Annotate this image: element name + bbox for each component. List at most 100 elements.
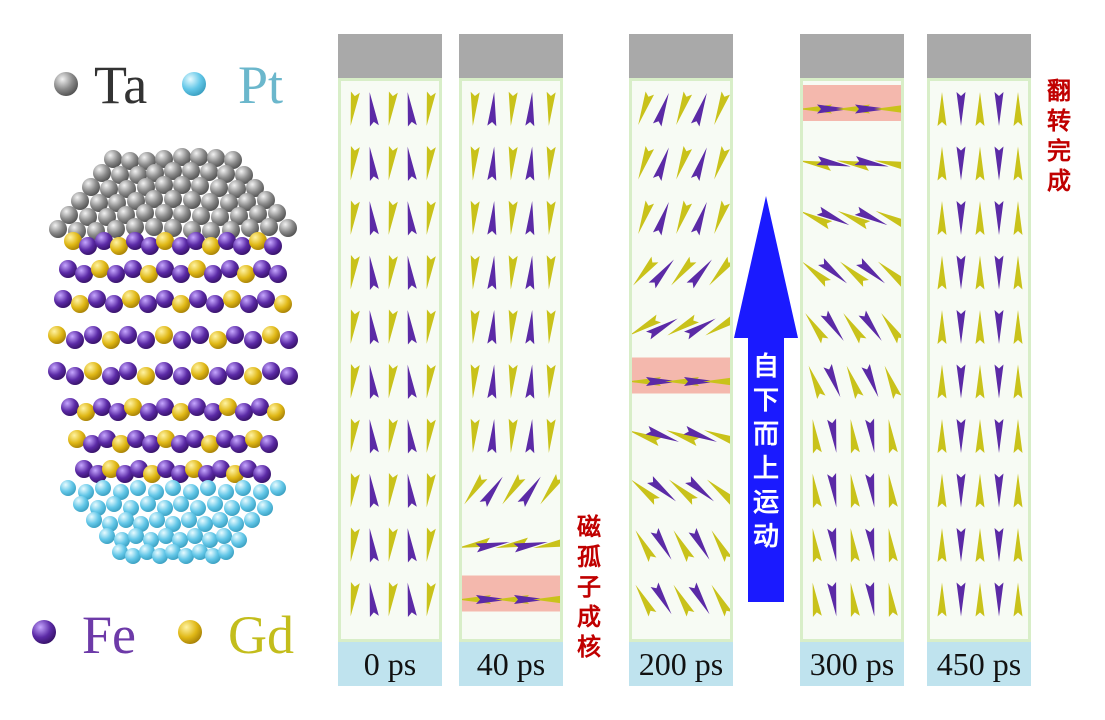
fe-spin-arrow — [994, 364, 1004, 399]
fe-atom — [260, 435, 278, 453]
gd-spin-arrow — [502, 473, 526, 505]
time-label: 200 ps — [629, 642, 733, 686]
fe-spin-arrow — [652, 147, 669, 182]
gd-spin-arrow — [705, 314, 737, 336]
fe-spin-arrow — [407, 364, 417, 399]
fe-spin-arrow — [684, 377, 718, 386]
fe-atom — [92, 398, 111, 416]
gd-atom — [262, 326, 281, 344]
gd-atom — [68, 430, 86, 448]
gd-spin-arrow — [676, 200, 693, 234]
ta-atom — [121, 151, 140, 170]
fe-spin-arrow — [865, 527, 875, 562]
gd-atom — [248, 232, 267, 250]
fe-atom — [187, 232, 206, 250]
fe-spin-arrow — [816, 206, 850, 226]
fe-atom — [156, 398, 175, 416]
gd-atom — [48, 326, 66, 344]
ta-atom — [209, 179, 228, 198]
fe-spin-arrow — [369, 92, 379, 127]
gd-atom — [244, 367, 263, 385]
gd-spin-arrow — [546, 146, 556, 181]
fe-atom — [206, 295, 225, 313]
fe-spin-arrow — [646, 377, 680, 386]
fe-atom — [198, 465, 217, 483]
gd-spin-arrow — [533, 595, 567, 604]
fe-spin-arrow — [827, 527, 837, 562]
fe-spin-arrow — [525, 255, 535, 290]
gd-spin-arrow — [975, 255, 985, 290]
fe-spin-arrow — [956, 201, 966, 235]
gd-spin-arrow — [1013, 364, 1023, 399]
fe-atom — [108, 403, 127, 421]
fe-spin-arrow — [690, 93, 707, 127]
ta-atom — [49, 220, 67, 238]
gd-spin-arrow — [888, 528, 898, 563]
gd-spin-arrow — [671, 256, 697, 286]
fe-atom — [107, 265, 126, 283]
fe-atom — [170, 465, 189, 483]
pt-atom — [149, 512, 166, 528]
gd-spin-arrow — [975, 92, 985, 126]
gd-spin-arrow — [426, 255, 436, 290]
pt-atom — [112, 544, 128, 560]
ta-atom — [173, 176, 192, 195]
gd-spin-arrow — [508, 200, 518, 235]
fe-spin-arrow — [487, 364, 497, 399]
gd-spin-arrow — [638, 91, 655, 125]
fe-atom — [123, 260, 142, 278]
fe-spin-arrow — [525, 310, 535, 345]
gd-spin-arrow — [975, 473, 985, 508]
spin-arrows-svg — [937, 92, 1023, 617]
fe-spin-arrow — [956, 473, 966, 508]
fe-spin-arrow — [855, 104, 889, 114]
ta-atom — [89, 193, 108, 212]
fe-spin-arrow — [487, 201, 497, 236]
fe-atom — [79, 237, 98, 255]
gd-spin-arrow — [884, 365, 902, 399]
fe-spin-arrow — [487, 92, 497, 127]
fe-atom — [171, 237, 190, 255]
gd-spin-arrow — [812, 528, 822, 563]
pt-atom — [165, 480, 181, 496]
fe-spin-arrow — [369, 528, 379, 563]
gd-spin-arrow — [508, 309, 518, 344]
switch-complete-label: 翻转完成 — [1047, 77, 1071, 195]
fe-spin-arrow — [487, 419, 497, 454]
fe-spin-arrow — [827, 473, 837, 508]
fe-atom — [75, 265, 94, 283]
fe-atom — [129, 460, 148, 478]
spin-arrows-svg — [798, 85, 909, 617]
fe-spin-arrow — [956, 92, 966, 126]
fe-spin-arrow — [865, 473, 875, 508]
pt-atom — [235, 480, 251, 496]
fe-atom — [172, 331, 191, 349]
fe-atom — [125, 232, 144, 250]
gd-spin-arrow — [546, 309, 556, 344]
ta-atom — [189, 148, 208, 167]
fe-atom — [226, 326, 245, 344]
fe-spin-arrow — [994, 92, 1004, 126]
ta-atom — [164, 162, 182, 181]
fe-spin-arrow — [514, 595, 548, 604]
nucleation-label: 磁孤子成核 — [577, 513, 601, 661]
gd-spin-arrow — [706, 479, 736, 505]
spin-stack — [457, 78, 568, 642]
gd-spin-arrow — [937, 473, 947, 508]
gd-spin-arrow — [388, 364, 398, 399]
fe-spin-arrow — [652, 93, 669, 127]
gd-spin-arrow — [508, 418, 518, 453]
fe-spin-arrow — [525, 364, 535, 399]
gd-spin-arrow — [508, 91, 518, 126]
ta-atom — [206, 149, 225, 168]
gd-spin-arrow — [350, 473, 360, 508]
gd-spin-arrow — [350, 527, 360, 562]
gd-atom — [70, 295, 89, 313]
ta-atom — [201, 193, 220, 212]
gd-atom — [245, 430, 264, 448]
soliton-highlight-band — [632, 357, 730, 394]
fe-atom — [65, 331, 84, 349]
fe-spin-arrow — [816, 156, 851, 167]
fe-atom — [264, 237, 282, 255]
pt-atom — [128, 528, 145, 544]
